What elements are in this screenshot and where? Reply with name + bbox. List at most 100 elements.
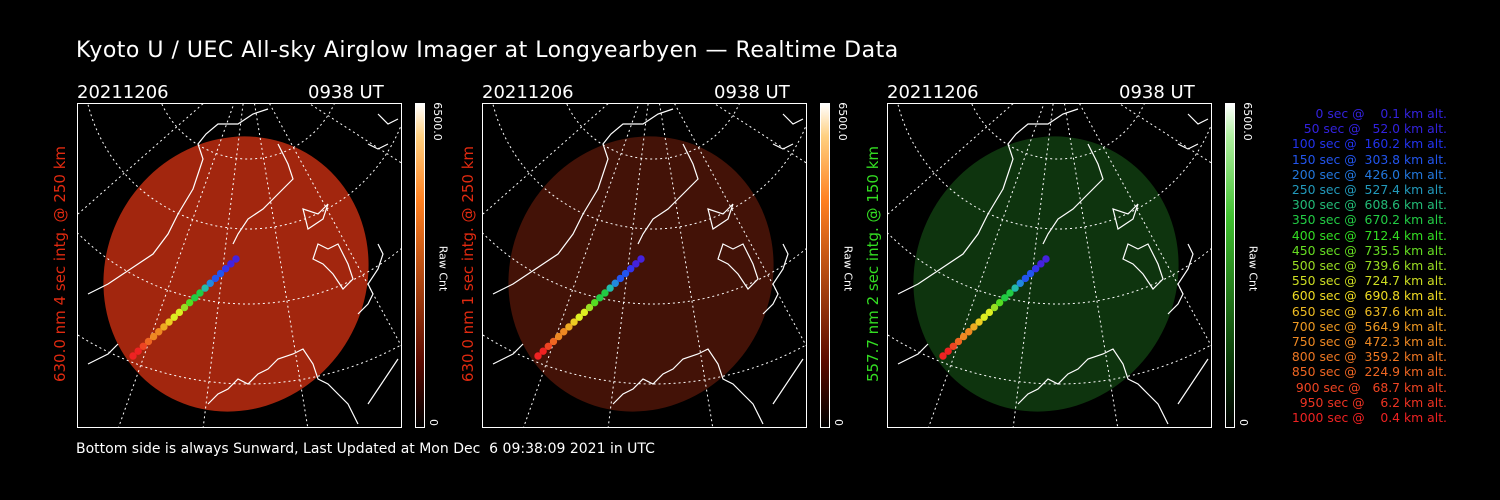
trajectory-marker [596, 294, 604, 302]
colorbar-3-max: 6500.0 [1240, 102, 1254, 141]
trajectory-marker [580, 308, 589, 317]
trajectory-marker [201, 284, 209, 292]
trajectory-marker [1026, 269, 1035, 278]
trajectory-marker [144, 337, 153, 346]
panel-3-time: 0938 UT [1119, 82, 1195, 103]
longitude-grid-line [607, 104, 649, 427]
footer-note: Bottom side is always Sunward, Last Upda… [76, 441, 655, 457]
trajectory-marker [1001, 294, 1009, 302]
latitude-grid-line [888, 232, 1211, 305]
colorbar-1 [415, 103, 425, 428]
trajectory-marker [990, 303, 999, 312]
trajectory-marker [565, 323, 573, 331]
legend-row: 150 sec @ 303.8 km alt. [1287, 151, 1447, 167]
trajectory-marker [129, 352, 137, 360]
trajectory-marker [185, 298, 194, 307]
coastline [87, 108, 399, 425]
trajectory-marker [227, 260, 235, 268]
colorbar-3-unit: Raw Cnt [1246, 245, 1260, 292]
longitude-grid-line [269, 104, 401, 347]
legend-row: 800 sec @ 359.2 km alt. [1287, 349, 1447, 365]
longitude-grid-line [202, 104, 244, 427]
legend-row: 200 sec @ 426.0 km alt. [1287, 166, 1447, 182]
colorbar-1-unit: Raw Cnt [436, 245, 450, 292]
legend-row: 400 sec @ 712.4 km alt. [1287, 227, 1447, 243]
latitude-grid-line [78, 232, 401, 305]
trajectory-marker [590, 298, 599, 307]
legend-row: 600 sec @ 690.8 km alt. [1287, 288, 1447, 304]
trajectory-marker [611, 279, 619, 287]
trajectory-marker [180, 303, 189, 312]
panel-2-date: 20211206 [482, 82, 574, 103]
legend-row: 450 sec @ 735.5 km alt. [1287, 242, 1447, 258]
trajectory-marker [959, 332, 968, 341]
trajectory-marker [160, 323, 168, 331]
trajectory-marker [222, 265, 230, 273]
trajectory-marker [139, 342, 148, 351]
legend-row: 350 sec @ 670.2 km alt. [1287, 212, 1447, 228]
trajectory-marker [616, 274, 625, 283]
trajectory-marker [585, 303, 594, 312]
trajectory-marker [544, 342, 553, 351]
panel-3-date: 20211206 [887, 82, 979, 103]
longitude-grid-line [254, 104, 309, 427]
legend-row: 1000 sec @ 0.4 km alt. [1291, 410, 1447, 426]
trajectory-marker [970, 323, 978, 331]
trajectory-marker [1037, 260, 1045, 268]
latitude-grid-line [483, 232, 806, 305]
trajectory-marker [995, 298, 1004, 307]
trajectory-marker [627, 265, 635, 273]
longitude-grid-line [674, 104, 806, 347]
trajectory-marker [554, 332, 563, 341]
colorbar-1-max: 6500.0 [430, 102, 444, 141]
trajectory-marker [170, 313, 178, 321]
trajectory-marker [211, 274, 220, 283]
trajectory-marker [954, 337, 963, 346]
trajectory-marker [216, 269, 225, 278]
page-title: Kyoto U / UEC All-sky Airglow Imager at … [76, 38, 899, 63]
trajectory-marker [1011, 284, 1019, 292]
trajectory-marker [985, 308, 994, 317]
trajectory-marker [134, 347, 142, 355]
legend-row: 700 sec @ 564.9 km alt. [1287, 318, 1447, 334]
trajectory-marker [165, 318, 173, 326]
colorbar-3-min: 0 [1237, 419, 1250, 426]
longitude-grid-line [1012, 104, 1054, 427]
colorbar-3 [1225, 103, 1235, 428]
trajectory-marker [601, 289, 609, 297]
trajectory-marker [1042, 255, 1050, 263]
trajectory-marker [939, 352, 947, 360]
coastline [897, 108, 1209, 425]
colorbar-2-max: 6500.0 [835, 102, 849, 141]
allsky-image-2 [482, 103, 807, 428]
legend-row: 300 sec @ 608.6 km alt. [1287, 197, 1447, 213]
legend-row: 100 sec @ 160.2 km alt. [1287, 136, 1447, 152]
airglow-region [103, 136, 369, 412]
legend-row: 950 sec @ 6.2 km alt. [1295, 394, 1447, 410]
legend-row: 750 sec @ 472.3 km alt. [1287, 334, 1447, 350]
panel-1-side-label: 630.0 nm 4 sec intg. @ 250 km [51, 145, 69, 383]
airglow-region [508, 136, 774, 412]
trajectory-marker [980, 313, 988, 321]
colorbar-2-min: 0 [832, 419, 845, 426]
colorbar-2-unit: Raw Cnt [841, 245, 855, 292]
trajectory-marker [196, 289, 204, 297]
longitude-grid-line [659, 104, 714, 427]
legend-row: 50 sec @ 52.0 km alt. [1295, 121, 1447, 137]
trajectory-marker [1016, 279, 1024, 287]
trajectory-marker [1021, 274, 1030, 283]
legend-row: 550 sec @ 724.7 km alt. [1287, 273, 1447, 289]
trajectory-marker [1006, 289, 1014, 297]
panel-2-side-label: 630.0 nm 1 sec intg. @ 250 km [459, 145, 477, 383]
longitude-grid-line [1079, 104, 1211, 347]
trajectory-marker [606, 284, 614, 292]
legend-row: 650 sec @ 637.6 km alt. [1287, 303, 1447, 319]
trajectory-marker [975, 318, 983, 326]
allsky-image-3 [887, 103, 1212, 428]
colorbar-1-min: 0 [427, 419, 440, 426]
legend-row: 500 sec @ 739.6 km alt. [1287, 258, 1447, 274]
trajectory-marker [965, 328, 973, 336]
trajectory-marker [621, 269, 630, 278]
trajectory-marker [570, 318, 578, 326]
trajectory-marker [632, 260, 640, 268]
